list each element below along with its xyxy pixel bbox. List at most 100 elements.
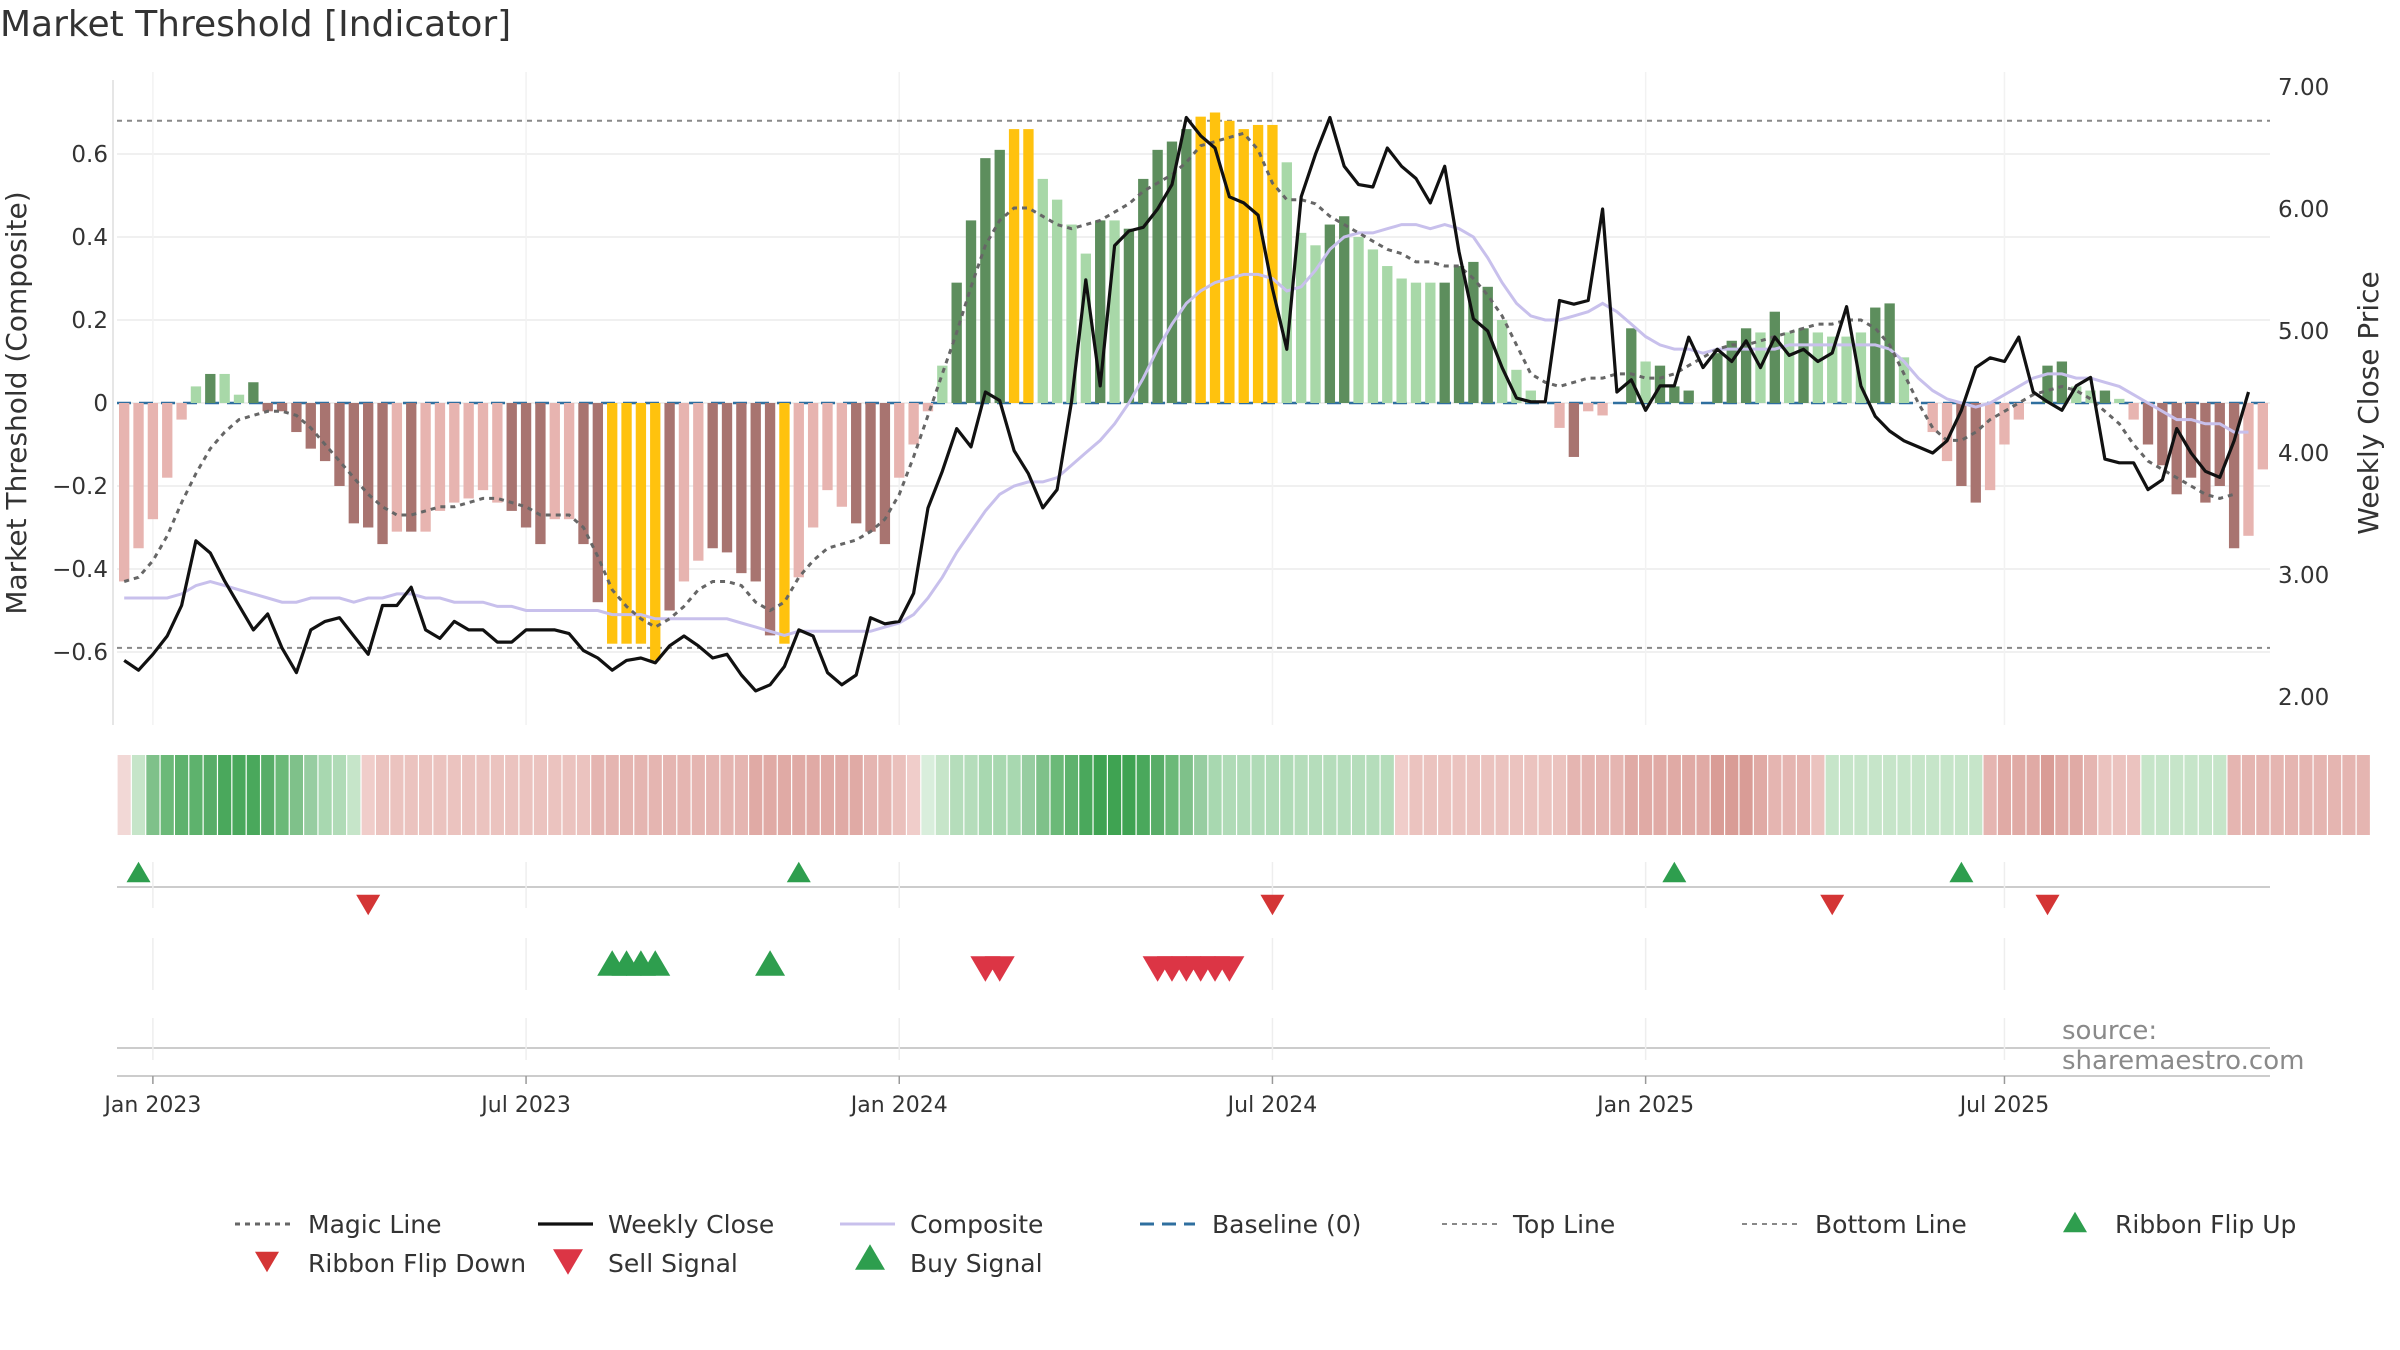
ribbon-segment [1581, 755, 1595, 835]
ribbon-segment [2127, 755, 2141, 835]
ribbon-segment [1682, 755, 1696, 835]
composite-bar [248, 382, 259, 403]
x-tick-label: Jul 2025 [1958, 1093, 2050, 1118]
composite-bar [1783, 332, 1795, 403]
composite-bar [1941, 403, 1953, 462]
ribbon-segment [1208, 755, 1222, 835]
ribbon-segment [1237, 755, 1251, 835]
composite-bar [2099, 390, 2111, 403]
ribbon-segment [447, 755, 461, 835]
axes: 0.6 0.4 0.2 0 −0.2 −0.4 −0.6 Market Threshold (… [0, 75, 2385, 725]
composite-bar [1252, 124, 1264, 403]
ribbon-segment [533, 755, 547, 835]
composite-bar [1023, 129, 1034, 403]
ribbon-flip-up-marker [126, 861, 151, 883]
ribbon-segment [505, 755, 519, 835]
sell-signal-marker [984, 956, 1015, 982]
ribbon-segment [763, 755, 777, 835]
composite-bar [650, 403, 661, 661]
legend-composite-label: Composite [910, 1210, 1043, 1239]
ribbon-segment [964, 755, 978, 835]
ribbon-segment [634, 755, 648, 835]
ribbon-segment [1997, 755, 2012, 835]
ribbon-segment [1151, 755, 1165, 835]
y-tick-label: 0.6 [71, 142, 108, 168]
ribbon-segment [261, 755, 275, 835]
composite-bar [1855, 332, 1867, 403]
y-tick-label: 0.4 [71, 225, 108, 251]
ribbon-segment [849, 755, 863, 835]
composite-bar [2085, 390, 2096, 403]
composite-bar [1410, 282, 1422, 403]
ribbon-segment [2256, 755, 2270, 835]
ribbon-segment [2098, 755, 2112, 835]
composite-bar [477, 403, 489, 491]
composite-bar [1927, 403, 1938, 433]
ribbon-segment [1725, 755, 1739, 835]
ribbon-segment [2227, 755, 2241, 835]
composite-bar [348, 403, 359, 524]
composite-bar [2171, 403, 2182, 495]
y-tick-label: −0.4 [52, 557, 108, 583]
y-tick-label: −0.6 [52, 640, 108, 666]
composite-bar [1841, 336, 1852, 403]
ribbon-segment [146, 755, 160, 835]
ribbon-segment [1538, 755, 1552, 835]
composite-bar [1224, 120, 1235, 404]
ribbon-segment [1825, 755, 1839, 835]
composite-bar [779, 403, 790, 644]
composite-bar [592, 403, 604, 603]
ribbon-segment [691, 755, 705, 835]
composite-bar [1511, 369, 1522, 403]
composite-bar [1080, 253, 1092, 403]
y2-tick-label: 4.00 [2278, 441, 2329, 467]
ribbon-segment [1366, 755, 1380, 835]
source-note: source: sharemaestro.com [2062, 1016, 2305, 1076]
composite-bar [1712, 353, 1723, 403]
composite-bar [2071, 386, 2082, 403]
ribbon-segment [1653, 755, 1667, 835]
composite-bar [1683, 390, 1694, 403]
chart-title: Market Threshold [Indicator] [0, 4, 512, 45]
composite-bar [463, 403, 474, 499]
ribbon-flip-up-marker [786, 861, 811, 883]
ribbon-segment [476, 755, 490, 835]
composite-bar [506, 403, 517, 511]
composite-bar [2243, 403, 2254, 536]
ribbon-segment [361, 755, 375, 835]
composite-bar [1827, 336, 1838, 403]
composite-bar [2114, 398, 2125, 403]
ribbon-segment [1136, 755, 1150, 835]
composite-bar [1195, 116, 1206, 404]
ribbon-flip-down-marker [356, 894, 381, 916]
ribbon-segment [1093, 755, 1107, 835]
ribbon-segment [2184, 755, 2198, 835]
ribbon-segment [562, 755, 576, 835]
legend-ribbon-flip-down-label: Ribbon Flip Down [308, 1249, 526, 1278]
ribbon-segment [1897, 755, 1911, 835]
composite-bar [262, 403, 273, 412]
y2-tick-label: 5.00 [2278, 319, 2329, 345]
composite-bar [980, 158, 991, 403]
ribbon-segment [1667, 755, 1681, 835]
ribbon-segment [390, 755, 404, 835]
legend-sell-signal-swatch [553, 1249, 583, 1275]
composite-bar [764, 403, 776, 636]
composite-bar [363, 403, 374, 528]
composite-bar [119, 403, 130, 582]
ribbon-segment [1409, 755, 1423, 835]
ribbon-segment [1782, 755, 1796, 835]
ribbon-segment [175, 755, 189, 835]
composite-bar [276, 403, 288, 412]
composite-bar [377, 403, 388, 545]
composite-bar [1324, 224, 1336, 403]
ribbon-segment [1954, 755, 1968, 835]
composite-bar [420, 403, 431, 532]
ribbon-segment [1294, 755, 1308, 835]
composite-bar [2056, 361, 2068, 403]
ribbon-segment [232, 755, 246, 835]
ribbon-segment [978, 755, 992, 835]
ribbon-segment [1567, 755, 1581, 835]
ribbon-segment [419, 755, 433, 835]
ribbon-segment [1337, 755, 1351, 835]
